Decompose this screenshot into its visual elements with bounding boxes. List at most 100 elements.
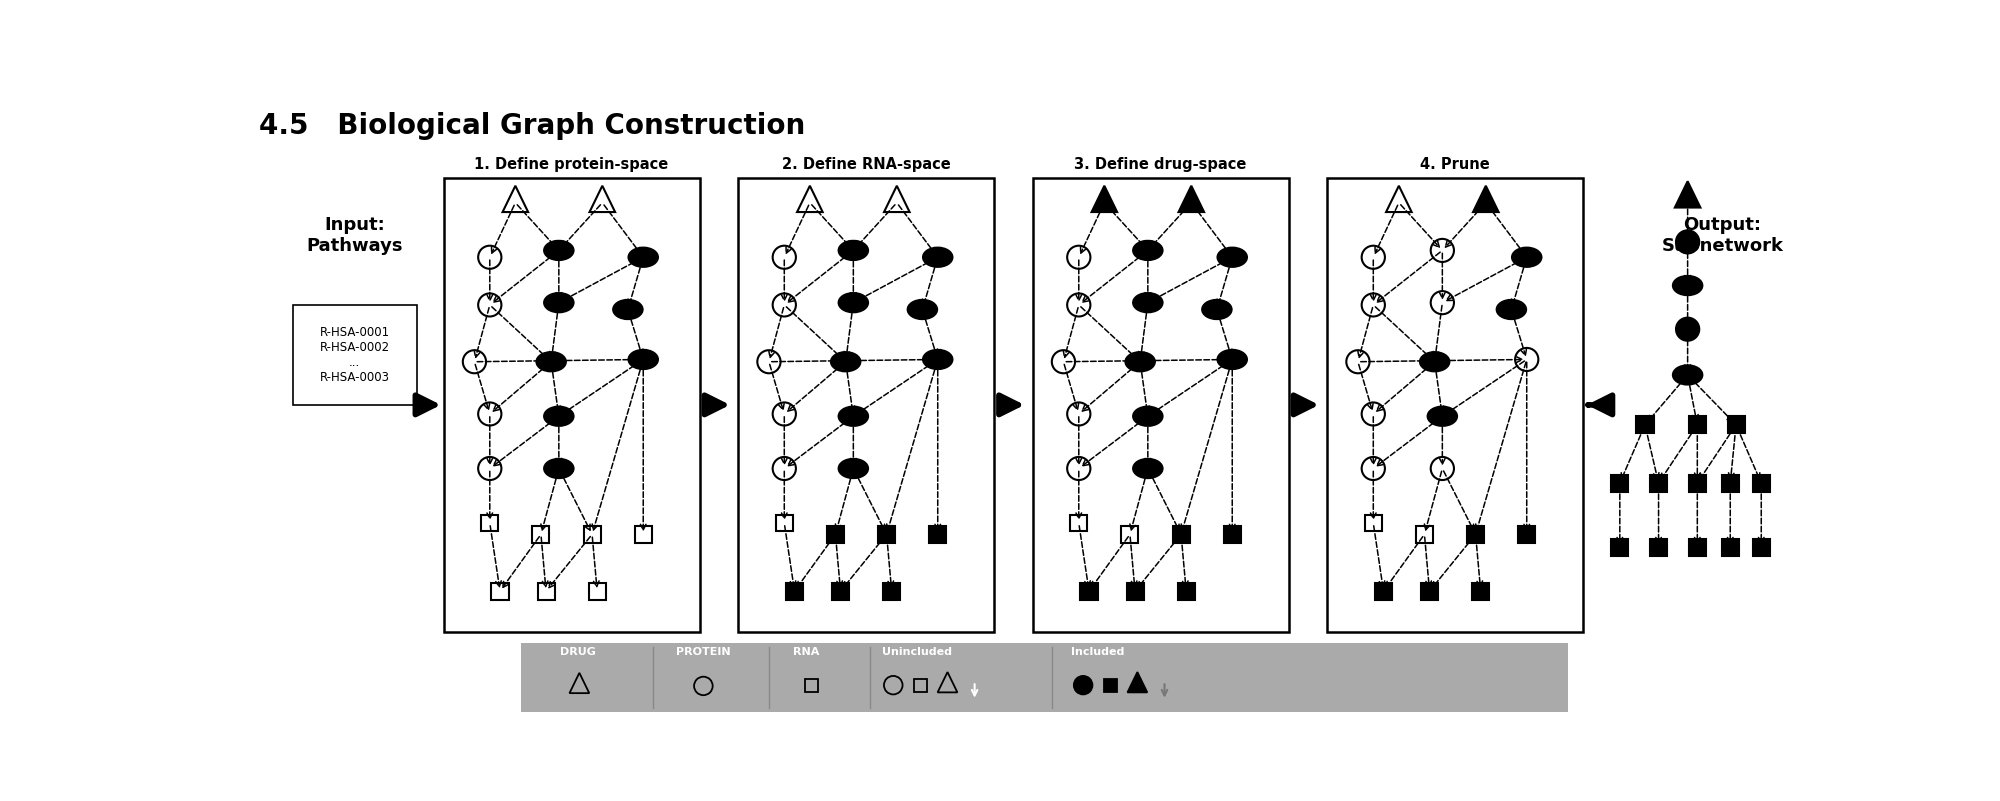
Bar [1178,582,1194,600]
Text: 2. Define RNA-space: 2. Define RNA-space [782,156,950,171]
Ellipse shape [1126,352,1154,372]
Bar [532,526,550,543]
Ellipse shape [544,293,574,312]
Bar [538,582,554,600]
Text: 1. Define protein-space: 1. Define protein-space [474,156,668,171]
Bar [1104,678,1116,692]
Bar [1650,474,1668,492]
Bar [1688,474,1706,492]
Bar [1722,539,1738,556]
Polygon shape [1128,672,1148,692]
Ellipse shape [1672,276,1702,295]
Bar [832,582,850,600]
Ellipse shape [544,241,574,260]
Text: Included: Included [1072,647,1124,658]
Circle shape [1676,318,1700,340]
Bar [492,582,508,600]
Bar [930,526,946,543]
Text: R-HSA-0001
R-HSA-0002
...
R-HSA-0003: R-HSA-0001 R-HSA-0002 ... R-HSA-0003 [320,326,390,384]
Bar [482,514,498,532]
Text: Output:
Subnetwork: Output: Subnetwork [1662,216,1784,255]
Bar [1518,526,1536,543]
Ellipse shape [838,407,868,426]
Bar [878,526,896,543]
Bar [444,178,700,632]
Bar [1224,526,1240,543]
Ellipse shape [830,352,860,372]
Ellipse shape [924,350,952,369]
Bar [292,305,416,405]
Ellipse shape [1134,407,1162,426]
Bar [806,679,818,693]
Ellipse shape [1218,248,1246,267]
Polygon shape [1474,186,1498,212]
Ellipse shape [1496,300,1526,319]
Bar [1364,514,1382,532]
Text: PROTEIN: PROTEIN [676,647,730,658]
Bar [786,582,804,600]
Ellipse shape [1672,365,1702,384]
Ellipse shape [1512,248,1542,267]
Bar [1752,474,1770,492]
Bar [1612,474,1628,492]
Polygon shape [1674,181,1700,207]
Ellipse shape [1218,350,1246,369]
Bar [584,526,600,543]
Ellipse shape [628,350,658,369]
Bar [522,643,1568,712]
Bar [634,526,652,543]
Text: 4. Prune: 4. Prune [1420,156,1490,171]
Ellipse shape [628,248,658,267]
Bar [588,582,606,600]
Bar [1416,526,1432,543]
Ellipse shape [614,300,642,319]
Text: RNA: RNA [792,647,818,658]
Bar [1722,474,1738,492]
Bar [1728,417,1744,433]
Bar [884,582,900,600]
Ellipse shape [544,407,574,426]
Ellipse shape [1202,300,1232,319]
Bar [1126,582,1144,600]
Bar [1612,539,1628,556]
Ellipse shape [544,459,574,478]
Ellipse shape [1134,293,1162,312]
Ellipse shape [838,293,868,312]
Circle shape [1676,231,1700,253]
Bar [1468,526,1484,543]
Bar [1328,178,1584,632]
Bar [1650,539,1668,556]
Polygon shape [1092,186,1118,212]
Text: Input:
Pathways: Input: Pathways [306,216,402,255]
Ellipse shape [838,241,868,260]
Bar [1374,582,1392,600]
Bar [1172,526,1190,543]
Bar [1688,539,1706,556]
Bar [1752,539,1770,556]
Bar [1422,582,1438,600]
Bar [1688,417,1706,433]
Text: Unincluded: Unincluded [882,647,952,658]
Text: DRUG: DRUG [560,647,596,658]
Bar [1080,582,1098,600]
Ellipse shape [1134,459,1162,478]
Ellipse shape [1420,352,1450,372]
Bar [1636,417,1654,433]
Ellipse shape [1428,407,1458,426]
Bar [1070,514,1088,532]
Text: 4.5   Biological Graph Construction: 4.5 Biological Graph Construction [260,112,806,140]
Bar [738,178,994,632]
Ellipse shape [1134,241,1162,260]
Ellipse shape [838,459,868,478]
Polygon shape [1178,186,1204,212]
Ellipse shape [908,300,938,319]
Bar [776,514,792,532]
Bar [1122,526,1138,543]
Ellipse shape [924,248,952,267]
Bar [1032,178,1288,632]
Bar [914,678,926,692]
Bar [1472,582,1490,600]
Ellipse shape [536,352,566,372]
Text: 3. Define drug-space: 3. Define drug-space [1074,156,1246,171]
Bar [826,526,844,543]
